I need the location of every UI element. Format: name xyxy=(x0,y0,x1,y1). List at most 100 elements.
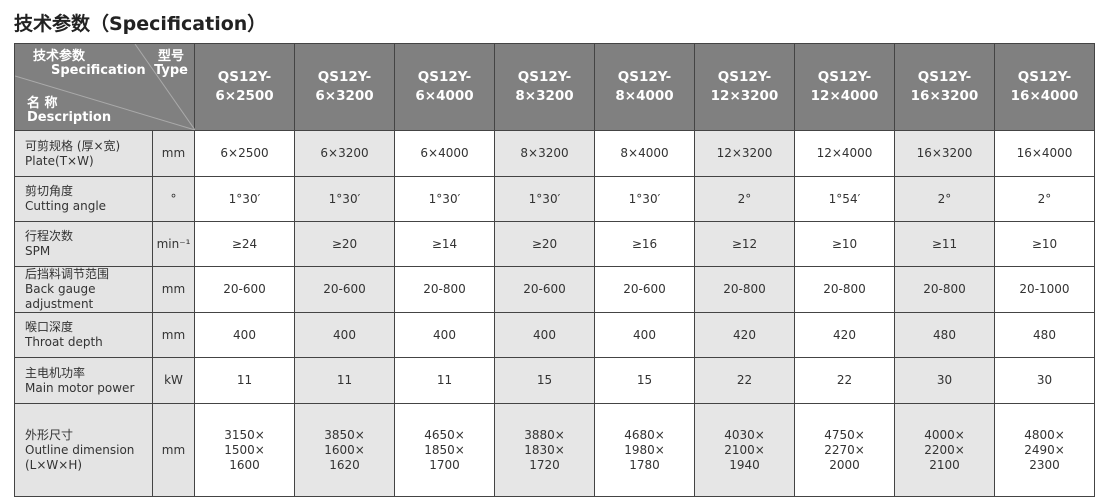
value-cell: 20-800 xyxy=(894,266,995,313)
desc-en: Plate(T×W) xyxy=(25,153,94,168)
model-header: QS12Y- 16×4000 xyxy=(994,43,1095,131)
value-line: 2300 xyxy=(1029,457,1060,472)
value-cell: ≥16 xyxy=(594,221,695,267)
value-cell: 4750× 2270× 2000 xyxy=(794,403,895,497)
table-row: 后挡料调节范围 Back gauge adjustment mm 20-600 20-6… xyxy=(14,266,1095,313)
table-row: 主电机功率 Main motor power kW 11 11 11 15 15 22 22 30 3… xyxy=(14,357,1095,404)
table-row: 剪切角度 Cutting angle ° 1°30′ 1°30′ 1°30′ 1°30′ 1°… xyxy=(14,176,1095,222)
value-cell: 1°30′ xyxy=(594,176,695,222)
value-line: 2000 xyxy=(829,457,860,472)
value-cell: 400 xyxy=(294,312,395,358)
model-line1: QS12Y- xyxy=(217,69,272,85)
value-line: 2100 xyxy=(929,457,960,472)
value-cell: ≥20 xyxy=(494,221,595,267)
value-cell: 420 xyxy=(694,312,795,358)
value-cell: 12×4000 xyxy=(794,130,895,177)
model-line2: 8×4000 xyxy=(615,88,674,104)
value-line: 4650× xyxy=(424,427,465,442)
type-en: Type xyxy=(154,63,188,78)
value-cell: 4650× 1850× 1700 xyxy=(394,403,495,497)
value-line: 1500× xyxy=(224,442,265,457)
model-line1: QS12Y- xyxy=(717,69,772,85)
desc-en: Back gauge adjustment xyxy=(25,282,96,311)
desc-cn: 后挡料调节范围 xyxy=(25,267,110,281)
desc-en: Outline dimension xyxy=(25,442,135,457)
value-line: 4030× xyxy=(724,427,765,442)
value-cell: 11 xyxy=(394,357,495,404)
desc-cn: 主电机功率 xyxy=(25,365,86,380)
value-cell: 12×3200 xyxy=(694,130,795,177)
row-description: 行程次数 SPM xyxy=(14,221,153,267)
value-cell: 11 xyxy=(194,357,295,404)
value-line: 4800× xyxy=(1024,427,1065,442)
value-line: 2270× xyxy=(824,442,865,457)
desc-en: Throat depth xyxy=(25,335,103,349)
value-cell: ≥14 xyxy=(394,221,495,267)
value-cell: 420 xyxy=(794,312,895,358)
value-cell: 1°54′ xyxy=(794,176,895,222)
value-cell: 4800× 2490× 2300 xyxy=(994,403,1095,497)
value-line: 1720 xyxy=(529,457,560,472)
value-cell: ≥10 xyxy=(994,221,1095,267)
value-line: 3880× xyxy=(524,427,565,442)
value-line: 4000× xyxy=(924,427,965,442)
model-line2: 6×3200 xyxy=(315,88,374,104)
model-line1: QS12Y- xyxy=(917,69,972,85)
model-header: QS12Y- 6×2500 xyxy=(194,43,295,131)
model-line2: 8×3200 xyxy=(515,88,574,104)
model-line1: QS12Y- xyxy=(1017,69,1072,85)
value-line: 1850× xyxy=(424,442,465,457)
value-cell: 15 xyxy=(494,357,595,404)
value-line: 1700 xyxy=(429,457,460,472)
value-cell: 1°30′ xyxy=(494,176,595,222)
value-cell: 400 xyxy=(394,312,495,358)
corner-header: 技术参数 Specification 型号 Type 名 称 Description xyxy=(14,43,195,131)
model-header: QS12Y- 16×3200 xyxy=(894,43,995,131)
desc-cn: 行程次数 xyxy=(25,229,74,243)
model-header: QS12Y- 8×4000 xyxy=(594,43,695,131)
value-cell: 8×3200 xyxy=(494,130,595,177)
value-cell: 400 xyxy=(594,312,695,358)
model-header: QS12Y- 6×4000 xyxy=(394,43,495,131)
value-cell: ≥12 xyxy=(694,221,795,267)
value-cell: 20-800 xyxy=(394,266,495,313)
value-cell: 400 xyxy=(194,312,295,358)
model-header: QS12Y- 12×4000 xyxy=(794,43,895,131)
value-line: 4750× xyxy=(824,427,865,442)
desc-en2: (L×W×H) xyxy=(25,457,83,472)
value-cell: 16×3200 xyxy=(894,130,995,177)
value-cell: 6×4000 xyxy=(394,130,495,177)
value-cell: 2° xyxy=(994,176,1095,222)
value-line: 1600 xyxy=(229,457,260,472)
page-title: 技术参数（Specification） xyxy=(14,13,267,35)
model-header: QS12Y- 6×3200 xyxy=(294,43,395,131)
value-cell: 2° xyxy=(694,176,795,222)
value-line: 1600× xyxy=(324,442,365,457)
value-cell: 3850× 1600× 1620 xyxy=(294,403,395,497)
table-row: 外形尺寸 Outline dimension (L×W×H) mm 3150× 1500×… xyxy=(14,403,1095,497)
value-cell: 11 xyxy=(294,357,395,404)
row-unit: mm xyxy=(152,130,195,177)
value-line: 4680× xyxy=(624,427,665,442)
model-line1: QS12Y- xyxy=(517,69,572,85)
desc-en: SPM xyxy=(25,244,51,258)
spec-cn: 技术参数 xyxy=(33,49,86,64)
model-line2: 6×2500 xyxy=(215,88,274,104)
table-row: 喉口深度 Throat depth mm 400 400 400 400 400 420 420 4… xyxy=(14,312,1095,358)
model-line2: 16×4000 xyxy=(1010,88,1079,104)
row-description: 喉口深度 Throat depth xyxy=(14,312,153,358)
value-line: 3150× xyxy=(224,427,265,442)
model-header: QS12Y- 8×3200 xyxy=(494,43,595,131)
value-line: 1830× xyxy=(524,442,565,457)
value-cell: 15 xyxy=(594,357,695,404)
value-cell: 400 xyxy=(494,312,595,358)
value-line: 2490× xyxy=(1024,442,1065,457)
table-row: 可剪规格 (厚×宽) Plate(T×W) mm 6×2500 6×3200 6×4000… xyxy=(14,130,1095,177)
value-cell: 4030× 2100× 1940 xyxy=(694,403,795,497)
table-row: 行程次数 SPM min⁻¹ ≥24 ≥20 ≥14 ≥20 ≥16 ≥12 ≥10 ≥11 ≥10 xyxy=(14,221,1095,267)
model-line1: QS12Y- xyxy=(817,69,872,85)
model-header: QS12Y- 12×3200 xyxy=(694,43,795,131)
value-cell: 20-600 xyxy=(594,266,695,313)
value-cell: 1°30′ xyxy=(194,176,295,222)
row-description: 可剪规格 (厚×宽) Plate(T×W) xyxy=(14,130,153,177)
